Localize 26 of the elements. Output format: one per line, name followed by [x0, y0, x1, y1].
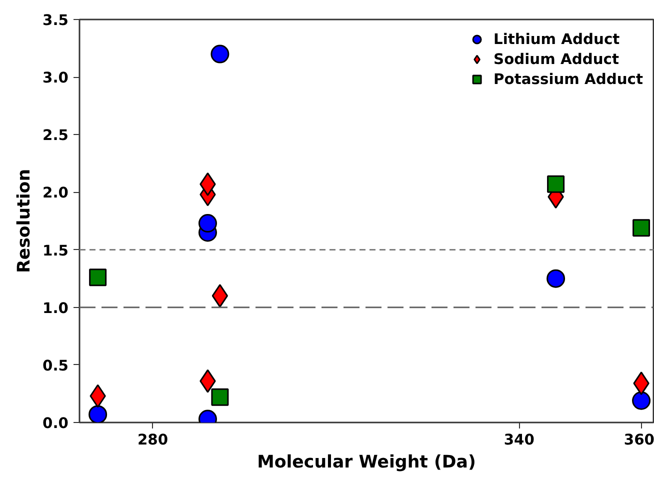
point — [632, 391, 651, 410]
x-tick-label: 280 — [137, 432, 168, 448]
point — [212, 284, 228, 308]
y-tick-label: 0.5 — [42, 357, 69, 374]
y-tick-label: 1.5 — [42, 242, 69, 260]
point — [88, 405, 108, 422]
point — [547, 175, 565, 193]
y-tick-label: 2.5 — [42, 127, 69, 144]
point — [198, 214, 217, 233]
legend-label: Potassium Adduct — [494, 70, 643, 88]
point — [546, 269, 566, 288]
point — [211, 388, 229, 406]
point — [89, 268, 107, 286]
x-tick-label: 360 — [624, 432, 654, 448]
y-tick-label: 3.0 — [42, 70, 69, 87]
legend-label: Sodium Adduct — [494, 50, 619, 68]
x-tick-label: 340 — [504, 432, 534, 448]
x-axis-title: Molecular Weight (Da) — [257, 452, 476, 472]
y-tick-label: 3.5 — [42, 12, 69, 29]
y-tick-label: 2.0 — [42, 184, 69, 202]
point — [210, 44, 230, 64]
y-tick-label: 0.0 — [42, 415, 69, 432]
y-tick-label: 1.0 — [42, 300, 69, 317]
point — [632, 219, 650, 237]
legend-label: Lithium Adduct — [494, 30, 620, 48]
y-axis-title: Resolution — [14, 168, 35, 274]
